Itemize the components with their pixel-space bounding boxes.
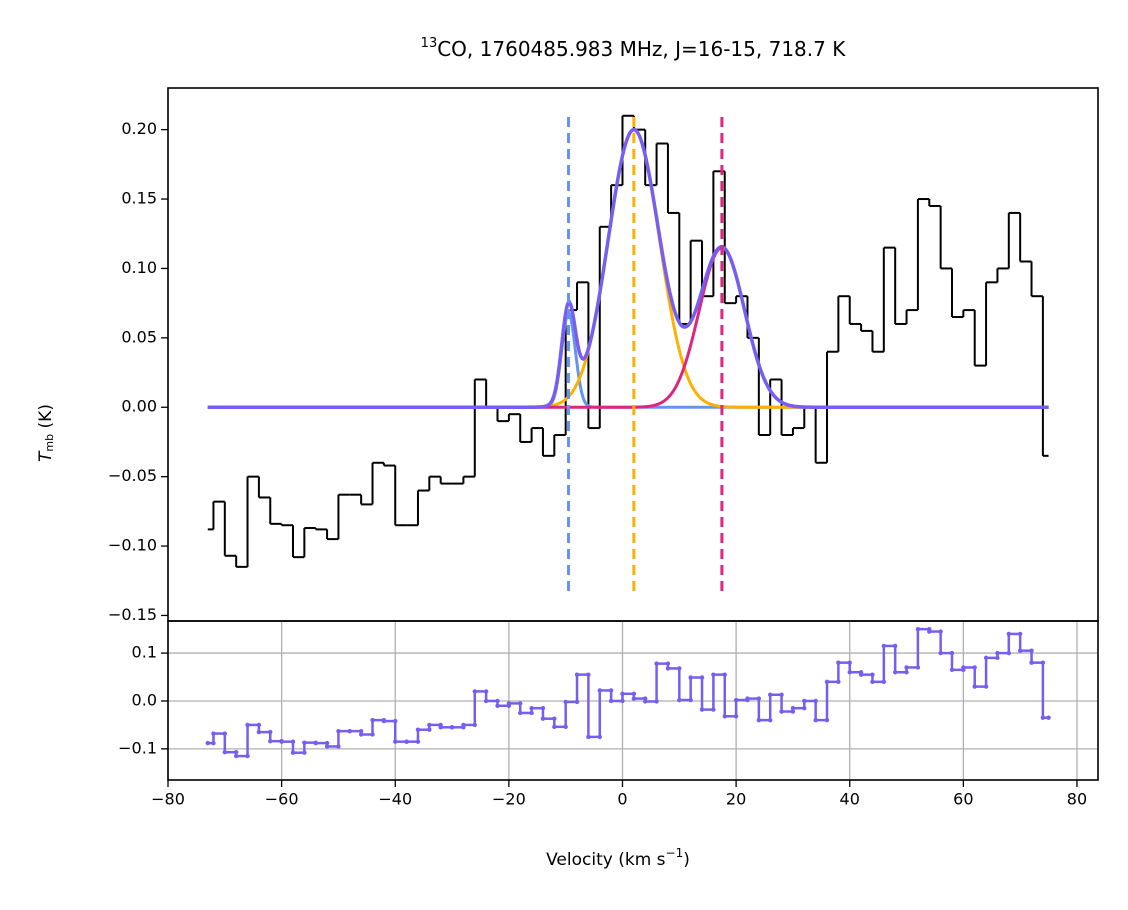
x-tick-label: 60 bbox=[953, 790, 973, 809]
ylabel-subscript: mb bbox=[43, 434, 56, 452]
step-marker bbox=[1046, 715, 1051, 720]
x-tick-label: 0 bbox=[617, 790, 627, 809]
y-tick-label: 0.10 bbox=[121, 258, 157, 277]
y-tick-label: −0.1 bbox=[118, 738, 157, 757]
step-marker bbox=[205, 740, 210, 746]
ylabel-symbol: T bbox=[36, 450, 56, 462]
ylabel-unit: (K) bbox=[36, 404, 56, 434]
x-tick-label: −80 bbox=[151, 790, 185, 809]
x-tick-label: 20 bbox=[726, 790, 746, 809]
component-curve bbox=[207, 128, 1049, 409]
y-tick-label: 0.0 bbox=[132, 690, 157, 709]
y-tick-label: −0.15 bbox=[108, 605, 157, 624]
step-connector bbox=[212, 115, 1044, 567]
plot-area bbox=[207, 114, 1049, 593]
y-tick-label: 0.1 bbox=[132, 643, 157, 662]
y-axis-label: Tmb (K) bbox=[36, 404, 56, 462]
step-connector bbox=[212, 629, 1045, 757]
y-tick-label: −0.05 bbox=[108, 466, 157, 485]
y-tick-label: 0.20 bbox=[121, 119, 157, 138]
y-tick-label: 0.15 bbox=[121, 189, 157, 208]
component-curve bbox=[207, 311, 1049, 409]
xlabel-close: ) bbox=[683, 850, 690, 870]
xlabel-text: Velocity (km s bbox=[546, 850, 666, 870]
axes-frame bbox=[167, 620, 1099, 781]
title-text: CO, 1760485.983 MHz, J=16-15, 718.7 K bbox=[437, 37, 846, 61]
x-tick-label: 80 bbox=[1067, 790, 1087, 809]
x-tick-label: 40 bbox=[840, 790, 860, 809]
x-tick-label: −20 bbox=[492, 790, 526, 809]
step-marker bbox=[404, 739, 409, 744]
chart-title: 13CO, 1760485.983 MHz, J=16-15, 718.7 K bbox=[421, 36, 847, 61]
x-tick-label: −60 bbox=[265, 790, 299, 809]
x-axis-label: Velocity (km s−1) bbox=[546, 846, 690, 871]
y-tick-label: 0.05 bbox=[121, 327, 157, 346]
component-curve bbox=[207, 246, 1049, 409]
x-tick-label: −40 bbox=[378, 790, 412, 809]
title-superscript: 13 bbox=[421, 36, 438, 51]
model-curve bbox=[207, 127, 1049, 409]
y-tick-label: −0.10 bbox=[108, 536, 157, 555]
xlabel-superscript: −1 bbox=[666, 846, 684, 860]
plot-area bbox=[205, 626, 1051, 759]
step-marker bbox=[347, 728, 352, 734]
step-marker bbox=[449, 725, 455, 730]
y-tick-label: 0.00 bbox=[121, 397, 157, 416]
